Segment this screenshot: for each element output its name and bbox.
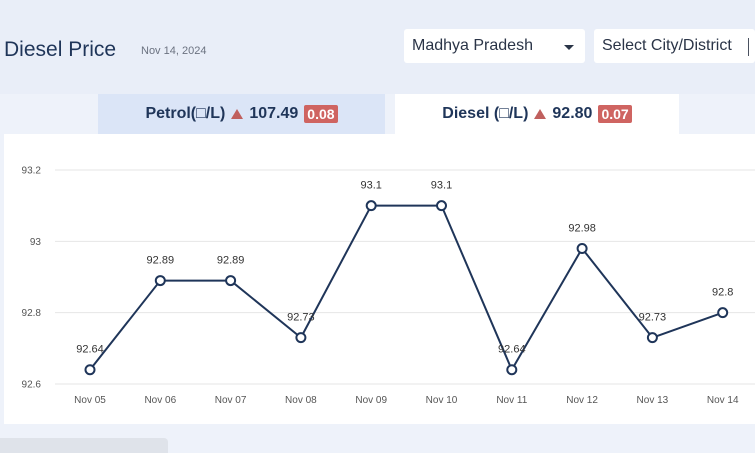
page-date: Nov 14, 2024 bbox=[141, 45, 207, 57]
horizontal-scrollbar[interactable] bbox=[0, 438, 168, 453]
x-tick-label: Nov 05 bbox=[74, 395, 106, 406]
series-line bbox=[89, 204, 724, 371]
diesel-price: 92.80 bbox=[552, 105, 593, 122]
tab-diesel-label: Diesel (□/L) bbox=[442, 105, 529, 122]
tab-petrol-label: Petrol(□/L) bbox=[145, 105, 226, 122]
petrol-change-badge: 0.08 bbox=[304, 105, 338, 123]
chevron-down-icon[interactable] bbox=[564, 45, 574, 50]
data-point bbox=[154, 275, 166, 287]
tab-petrol[interactable]: Petrol(□/L) 107.49 0.08 bbox=[98, 94, 385, 134]
data-label: 92.73 bbox=[639, 312, 667, 324]
x-tick-label: Nov 14 bbox=[707, 395, 739, 406]
chart-panel bbox=[4, 134, 755, 424]
state-select-value: Madhya Pradesh bbox=[412, 37, 533, 54]
data-point bbox=[295, 332, 307, 344]
data-point bbox=[84, 364, 96, 376]
select-divider bbox=[748, 38, 749, 56]
petrol-price: 107.49 bbox=[249, 105, 299, 122]
up-arrow-icon bbox=[534, 109, 547, 119]
x-tick-label: Nov 11 bbox=[496, 395, 527, 406]
data-label: 92.73 bbox=[287, 312, 315, 324]
data-point bbox=[717, 307, 729, 319]
data-label: 92.89 bbox=[147, 255, 175, 267]
diesel-change-badge: 0.07 bbox=[598, 105, 632, 123]
x-tick-label: Nov 10 bbox=[426, 395, 458, 406]
data-point bbox=[436, 200, 447, 212]
page-title: Diesel Price bbox=[4, 38, 117, 61]
y-tick-label: 92.6 bbox=[22, 380, 42, 391]
x-tick-label: Nov 07 bbox=[215, 395, 247, 406]
x-tick-label: Nov 06 bbox=[144, 395, 176, 406]
x-tick-label: Nov 08 bbox=[285, 395, 317, 406]
city-select[interactable]: Select City/District bbox=[594, 29, 755, 63]
city-select-value: Select City/District bbox=[602, 37, 732, 54]
data-label: 92.8 bbox=[712, 287, 733, 299]
x-tick-label: Nov 12 bbox=[566, 395, 598, 406]
tab-diesel[interactable]: Diesel (□/L) 92.80 0.07 bbox=[395, 94, 679, 134]
data-label: 93.1 bbox=[360, 180, 381, 192]
x-tick-label: Nov 09 bbox=[355, 395, 387, 406]
y-tick-label: 93.2 bbox=[22, 166, 42, 177]
data-point bbox=[225, 275, 237, 287]
data-point bbox=[365, 200, 377, 212]
y-tick-label: 93 bbox=[30, 237, 42, 248]
data-label: 92.98 bbox=[568, 222, 596, 234]
x-tick-label: Nov 13 bbox=[637, 395, 669, 406]
data-label: 92.64 bbox=[498, 344, 526, 356]
data-point bbox=[506, 364, 518, 376]
state-select[interactable]: Madhya Pradesh bbox=[404, 29, 585, 63]
up-arrow-icon bbox=[231, 109, 244, 119]
data-point bbox=[646, 332, 658, 344]
data-label: 92.89 bbox=[217, 255, 245, 267]
y-tick-label: 92.8 bbox=[22, 308, 42, 319]
data-label: 93.1 bbox=[431, 180, 452, 192]
data-point bbox=[576, 242, 588, 254]
data-label: 92.64 bbox=[76, 344, 104, 356]
